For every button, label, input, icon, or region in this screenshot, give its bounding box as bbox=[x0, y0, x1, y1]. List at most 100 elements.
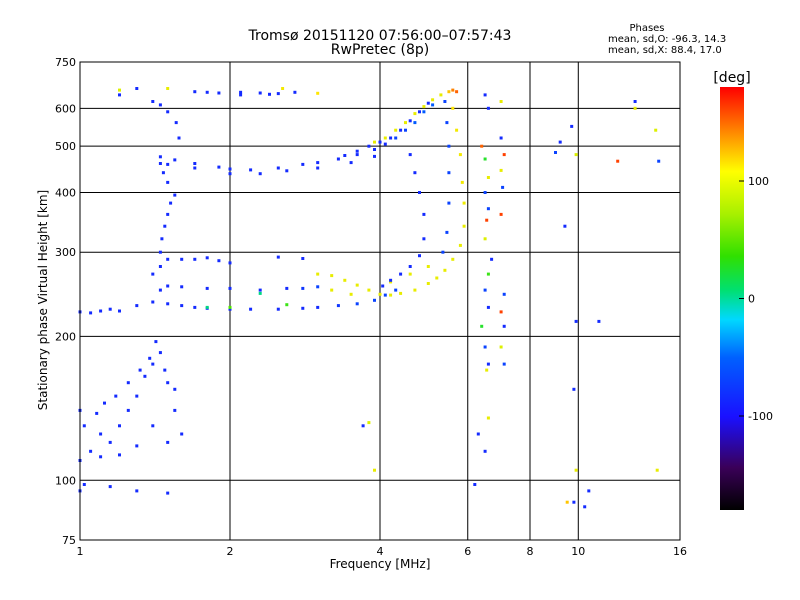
data-point bbox=[404, 121, 407, 125]
data-point bbox=[426, 282, 430, 285]
data-point bbox=[480, 324, 484, 328]
data-point bbox=[486, 272, 490, 276]
data-point bbox=[483, 93, 487, 97]
data-point bbox=[148, 356, 152, 360]
data-point bbox=[163, 368, 167, 372]
data-point bbox=[435, 276, 439, 280]
data-point bbox=[249, 307, 253, 311]
data-point bbox=[499, 345, 503, 349]
data-point bbox=[616, 159, 620, 163]
data-point bbox=[228, 172, 232, 176]
data-point bbox=[301, 257, 305, 260]
phases-heading: Phases bbox=[629, 23, 664, 34]
colorbar-tick-label: -100 bbox=[748, 410, 773, 423]
data-point bbox=[135, 304, 139, 308]
data-point bbox=[166, 284, 170, 288]
data-point bbox=[228, 307, 232, 311]
data-point bbox=[574, 153, 578, 157]
data-point bbox=[443, 100, 447, 103]
data-point bbox=[160, 237, 164, 241]
data-point bbox=[276, 255, 280, 259]
data-point bbox=[258, 291, 262, 295]
data-point bbox=[381, 284, 385, 288]
x-tick-label: 2 bbox=[227, 545, 234, 558]
data-point bbox=[373, 148, 376, 151]
plot-frame bbox=[79, 61, 681, 541]
data-point bbox=[394, 128, 398, 132]
y-tick-label: 500 bbox=[55, 140, 76, 153]
data-point bbox=[281, 87, 285, 90]
data-point bbox=[316, 285, 320, 289]
data-point bbox=[154, 340, 158, 344]
data-point bbox=[408, 119, 412, 123]
data-point bbox=[447, 201, 451, 205]
data-point bbox=[408, 272, 412, 276]
data-point bbox=[163, 224, 167, 228]
data-point bbox=[276, 92, 280, 96]
data-point bbox=[486, 305, 490, 309]
data-point bbox=[173, 387, 177, 391]
y-tick-label: 400 bbox=[55, 186, 76, 199]
data-point bbox=[447, 90, 451, 94]
data-point bbox=[95, 411, 99, 415]
data-point bbox=[285, 303, 289, 307]
data-point bbox=[330, 288, 334, 292]
data-point bbox=[413, 121, 417, 125]
data-point bbox=[413, 288, 417, 292]
data-point bbox=[135, 489, 139, 493]
data-point bbox=[499, 168, 503, 172]
data-point bbox=[217, 259, 221, 263]
data-point bbox=[89, 449, 93, 453]
colorbar-tick-label: 100 bbox=[748, 175, 769, 188]
y-tick-label: 600 bbox=[55, 102, 76, 115]
data-point bbox=[426, 101, 430, 105]
data-point bbox=[572, 387, 576, 391]
data-point bbox=[114, 394, 118, 398]
data-point bbox=[316, 272, 320, 276]
y-tick-label: 100 bbox=[55, 474, 76, 487]
data-point bbox=[361, 424, 365, 428]
data-point bbox=[426, 265, 430, 268]
data-point bbox=[587, 489, 591, 493]
data-point bbox=[239, 90, 243, 94]
data-point bbox=[135, 394, 139, 398]
data-point bbox=[151, 300, 155, 304]
data-point bbox=[82, 424, 86, 428]
data-point bbox=[460, 180, 464, 184]
data-point bbox=[193, 305, 197, 309]
data-point bbox=[483, 237, 487, 241]
data-point bbox=[451, 257, 455, 261]
data-point bbox=[418, 110, 421, 114]
data-point bbox=[118, 309, 121, 313]
data-point bbox=[166, 87, 170, 90]
data-point bbox=[445, 121, 449, 125]
data-point bbox=[501, 185, 505, 189]
data-point bbox=[499, 310, 503, 314]
data-point bbox=[499, 136, 503, 140]
data-point bbox=[158, 155, 162, 159]
data-point bbox=[389, 293, 393, 297]
data-point bbox=[349, 292, 353, 296]
data-point bbox=[336, 304, 340, 308]
x-tick-label: 10 bbox=[571, 545, 585, 558]
data-point bbox=[118, 424, 121, 428]
data-point bbox=[583, 505, 587, 509]
data-point bbox=[455, 128, 459, 132]
data-point bbox=[166, 381, 170, 385]
data-point bbox=[293, 90, 297, 94]
data-point bbox=[483, 345, 487, 349]
data-point bbox=[431, 103, 435, 107]
data-point bbox=[108, 485, 112, 489]
data-point bbox=[422, 212, 426, 216]
data-point bbox=[486, 176, 490, 179]
data-point bbox=[441, 250, 445, 254]
data-point bbox=[383, 142, 387, 146]
data-point bbox=[180, 257, 184, 261]
data-point bbox=[383, 136, 387, 140]
data-point bbox=[565, 500, 569, 504]
data-point bbox=[574, 319, 578, 323]
data-point bbox=[258, 172, 262, 176]
colorbar-title: [deg] bbox=[713, 70, 750, 86]
data-point bbox=[367, 421, 371, 425]
data-point bbox=[166, 257, 170, 261]
